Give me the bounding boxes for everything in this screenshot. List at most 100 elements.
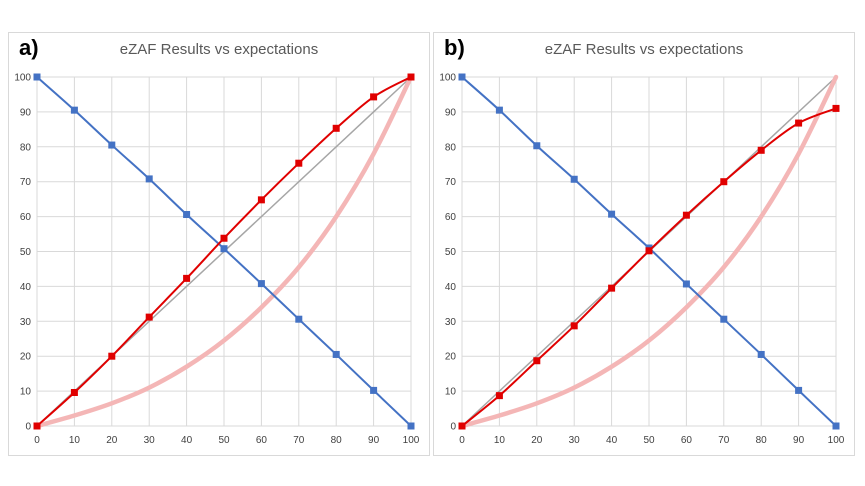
x-tick-label: 70	[718, 435, 730, 446]
series-1-a	[34, 74, 414, 429]
data-point-marker	[608, 210, 616, 218]
chart-title-b: eZAF Results vs expectations	[544, 41, 744, 58]
series-3-a	[33, 73, 415, 430]
x-tick-label: 10	[494, 435, 506, 446]
x-tick-label: 90	[793, 435, 805, 446]
x-tick-label: 50	[218, 435, 230, 446]
x-tick-label: 80	[756, 435, 768, 446]
y-tick-label: 30	[445, 317, 457, 328]
y-tick-label: 40	[445, 282, 457, 293]
data-point-marker	[257, 280, 265, 288]
x-tick-label: 10	[69, 435, 81, 446]
plot-area-a: 0 10 20 30 40 50 60 70 80 90 100 0 10 20 30 40 50 60 70 80 9…	[14, 73, 419, 447]
y-tick-label: 20	[445, 352, 457, 363]
x-tick-label: 40	[181, 435, 193, 446]
y-tick-label: 100	[439, 73, 456, 84]
data-point-marker	[757, 146, 765, 154]
tick-labels-a: 0 10 20 30 40 50 60 70 80 90 100 0 10 20 30 40 50 60 70 80 9…	[14, 73, 419, 447]
data-point-marker	[608, 284, 616, 292]
y-tick-label: 50	[445, 247, 457, 258]
x-tick-label: 50	[643, 435, 655, 446]
y-tick-label: 10	[20, 387, 32, 398]
series-2-a	[33, 73, 415, 430]
series-line	[34, 74, 414, 429]
data-point-marker	[832, 422, 840, 430]
x-tick-label: 30	[144, 435, 156, 446]
y-tick-label: 60	[20, 212, 32, 223]
y-tick-label: 90	[20, 107, 32, 118]
y-tick-label: 10	[445, 387, 457, 398]
data-point-marker	[458, 73, 466, 81]
data-point-marker	[370, 93, 378, 101]
data-point-marker	[682, 280, 690, 288]
data-point-marker	[295, 159, 303, 167]
chart-panel-a: a) eZAF Results vs expectations 0 10 20 30 4…	[8, 32, 430, 456]
plot-area-b: 0 10 20 30 40 50 60 70 80 90 100 0 10 20 30 40 50 60 70 80 9…	[439, 73, 844, 447]
data-point-marker	[533, 142, 541, 150]
x-tick-label: 70	[293, 435, 305, 446]
y-tick-label: 50	[20, 247, 32, 258]
panel-label-b: b)	[444, 35, 465, 60]
y-tick-label: 70	[445, 177, 457, 188]
series-3-b	[458, 104, 840, 430]
x-tick-label: 0	[34, 435, 40, 446]
data-point-marker	[495, 392, 503, 400]
x-tick-label: 40	[606, 435, 618, 446]
y-tick-label: 40	[20, 282, 32, 293]
x-tick-label: 20	[531, 435, 543, 446]
data-point-marker	[495, 106, 503, 114]
x-tick-label: 0	[459, 435, 465, 446]
data-point-marker	[108, 141, 116, 149]
data-point-marker	[645, 247, 653, 255]
chart-panel-b: b) eZAF Results vs expectations 0 10 20 30 4…	[433, 32, 855, 456]
chart-title-a: eZAF Results vs expectations	[119, 41, 319, 58]
data-point-marker	[570, 322, 578, 330]
data-point-marker	[183, 211, 191, 219]
y-tick-label: 60	[445, 212, 457, 223]
data-point-marker	[183, 274, 191, 282]
y-tick-label: 80	[445, 142, 457, 153]
x-tick-label: 30	[569, 435, 581, 446]
data-point-marker	[332, 124, 340, 132]
data-point-marker	[145, 313, 153, 321]
x-tick-label: 100	[403, 435, 420, 446]
tick-labels-b: 0 10 20 30 40 50 60 70 80 90 100 0 10 20 30 40 50 60 70 80 9…	[439, 73, 844, 447]
x-tick-label: 80	[331, 435, 343, 446]
data-point-marker	[795, 119, 803, 127]
data-point-marker	[70, 106, 78, 114]
data-point-marker	[832, 104, 840, 112]
y-tick-label: 20	[20, 352, 32, 363]
data-point-marker	[108, 352, 116, 360]
data-point-marker	[533, 357, 541, 365]
data-point-marker	[70, 388, 78, 396]
data-point-marker	[370, 386, 378, 394]
data-point-marker	[220, 234, 228, 242]
data-point-marker	[33, 422, 41, 430]
y-tick-label: 80	[20, 142, 32, 153]
data-point-marker	[458, 422, 466, 430]
y-tick-label: 100	[14, 73, 31, 84]
data-point-marker	[795, 386, 803, 394]
x-tick-label: 100	[828, 435, 845, 446]
data-point-marker	[682, 211, 690, 219]
series-1-b	[459, 74, 839, 429]
data-point-marker	[757, 350, 765, 358]
y-tick-label: 0	[450, 422, 456, 433]
x-tick-label: 60	[681, 435, 693, 446]
data-point-marker	[220, 245, 228, 253]
data-point-marker	[720, 315, 728, 323]
y-tick-label: 0	[25, 422, 31, 433]
series-line	[459, 74, 839, 429]
data-point-marker	[33, 73, 41, 81]
data-point-marker	[720, 178, 728, 186]
data-point-marker	[257, 196, 265, 204]
panel-label-a: a)	[19, 35, 39, 60]
data-point-marker	[407, 73, 415, 81]
x-tick-label: 20	[106, 435, 118, 446]
x-tick-label: 60	[256, 435, 268, 446]
data-point-marker	[145, 175, 153, 183]
data-point-marker	[295, 315, 303, 323]
x-tick-label: 90	[368, 435, 380, 446]
gridlines-b	[461, 76, 837, 427]
y-tick-label: 70	[20, 177, 32, 188]
